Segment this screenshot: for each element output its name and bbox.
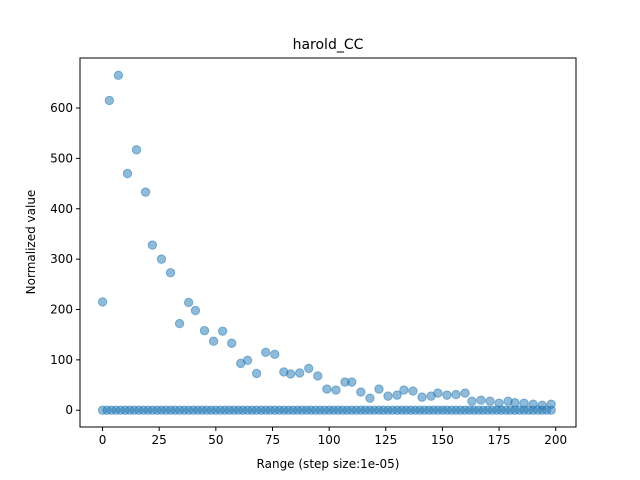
data-point <box>322 384 332 394</box>
data-point <box>460 388 470 398</box>
data-point <box>217 326 228 336</box>
data-point <box>442 390 452 400</box>
data-point <box>467 396 477 406</box>
x-tick-label: 100 <box>318 433 341 447</box>
data-point <box>156 254 167 264</box>
data-point <box>365 393 375 403</box>
data-point <box>183 297 194 308</box>
data-point <box>408 386 418 396</box>
x-tick-label: 175 <box>488 433 511 447</box>
data-point <box>260 347 271 357</box>
data-point <box>270 349 280 360</box>
data-point <box>304 363 314 374</box>
y-tick-label: 300 <box>50 252 73 266</box>
data-point <box>199 325 210 336</box>
y-tick-label: 200 <box>50 302 73 316</box>
plot-frame <box>79 57 577 428</box>
data-point <box>294 368 305 378</box>
data-point <box>208 336 219 346</box>
data-point <box>417 392 427 402</box>
y-tick-label: 600 <box>50 101 73 115</box>
data-point <box>190 305 201 316</box>
y-tick-label: 400 <box>50 202 73 216</box>
x-tick-label: 75 <box>265 433 280 447</box>
data-point <box>165 268 176 278</box>
x-tick-label: 0 <box>99 433 107 447</box>
data-point <box>313 371 323 381</box>
data-point <box>347 377 357 387</box>
data-point <box>227 338 237 348</box>
y-axis: 0 100 200 300 400 500 600 <box>50 101 80 417</box>
data-point <box>451 389 461 400</box>
data-point <box>399 385 409 395</box>
data-point <box>131 145 142 155</box>
points-layer <box>97 70 556 415</box>
y-tick-label: 0 <box>65 403 73 417</box>
data-point <box>97 297 108 307</box>
x-tick-label: 125 <box>374 433 397 447</box>
chart-title: harold_CC <box>293 37 364 53</box>
x-tick-label: 150 <box>431 433 454 447</box>
data-point <box>122 168 133 179</box>
data-point <box>356 387 366 397</box>
data-point <box>285 369 296 379</box>
data-point <box>374 384 384 394</box>
data-point <box>174 318 185 329</box>
data-point <box>433 388 443 398</box>
y-axis-label: Normalized value <box>24 190 38 295</box>
x-tick-label: 50 <box>208 433 223 447</box>
x-tick-label: 25 <box>152 433 167 447</box>
x-axis: 0 25 50 75 100 125 150 175 200 <box>99 427 567 447</box>
data-point <box>383 391 393 401</box>
data-point <box>331 385 341 395</box>
data-point <box>546 405 556 415</box>
data-point <box>104 95 115 106</box>
y-tick-label: 500 <box>50 151 73 165</box>
data-point <box>113 70 124 80</box>
data-point <box>147 240 158 250</box>
data-point <box>242 355 253 366</box>
data-point <box>140 187 151 197</box>
data-point <box>251 368 262 379</box>
y-tick-label: 100 <box>50 353 73 367</box>
data-point <box>485 396 495 406</box>
data-point <box>476 395 486 405</box>
x-tick-label: 200 <box>544 433 567 447</box>
x-axis-label: Range (step size:1e-05) <box>257 457 400 471</box>
data-point <box>392 390 402 400</box>
